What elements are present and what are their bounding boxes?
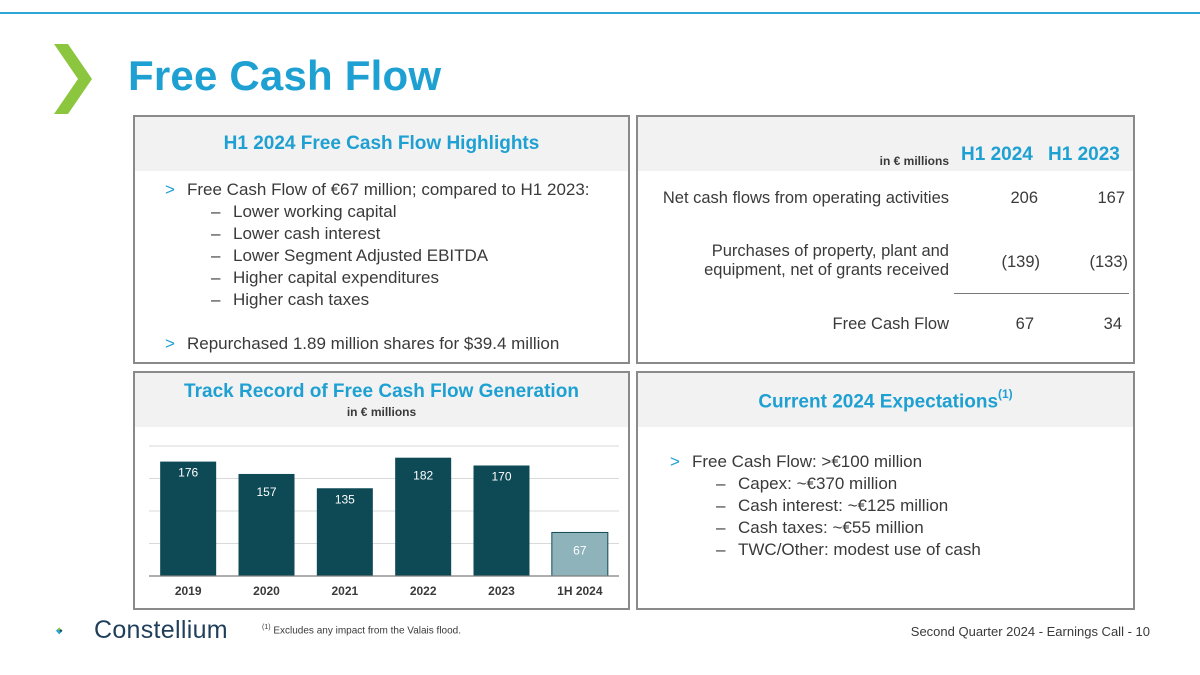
tick-label: 2022 <box>410 584 437 598</box>
highlights-title: H1 2024 Free Cash Flow Highlights <box>223 133 540 154</box>
sub-text: Higher capital expenditures <box>233 268 440 287</box>
footer-label: Second Quarter 2024 - Earnings Call - 10 <box>910 624 1150 639</box>
list-item: – Cash taxes: ~€55 million <box>716 518 924 537</box>
bullet-arrow-icon: > <box>165 180 175 199</box>
expectations-panel: Current 2024 Expectations(1) > Free Cash… <box>636 371 1135 610</box>
data-label: 67 <box>573 543 587 557</box>
footnote-text: Excludes any impact from the Valais floo… <box>270 625 462 637</box>
sub-text: Lower Segment Adjusted EBITDA <box>233 246 489 265</box>
data-label: 182 <box>413 469 433 483</box>
tick-label: 2019 <box>175 584 202 598</box>
list-item: > Free Cash Flow: >€100 million <box>670 451 981 473</box>
data-label: 157 <box>256 485 276 499</box>
highlights-panel: H1 2024 Free Cash Flow Highlights > Free… <box>133 115 630 364</box>
page-number: 10 <box>1135 624 1150 639</box>
row-label-operating: Net cash flows from operating activities <box>662 189 949 207</box>
cash-flow-table-panel: in € millions H1 2024 H1 2023 Net cash f… <box>636 115 1135 364</box>
bullet-arrow-icon: > <box>165 334 175 353</box>
tick-label: 2023 <box>488 584 515 598</box>
expectations-title: Current 2024 Expectations(1) <box>638 387 1133 413</box>
table-cell: (139) <box>1001 253 1040 271</box>
track-record-title: Track Record of Free Cash Flow Generatio… <box>184 381 579 402</box>
column-header-h1-2023: H1 2023 <box>1048 144 1120 165</box>
table-cell: 167 <box>1097 189 1125 207</box>
sub-text: Higher cash taxes <box>233 290 370 309</box>
list-item: – Higher capital expenditures <box>211 268 440 287</box>
row-label-line: equipment, net of grants received <box>704 261 949 279</box>
track-record-unit: in € millions <box>346 405 417 419</box>
bar <box>473 465 530 576</box>
list-item: – Lower Segment Adjusted EBITDA <box>211 246 489 265</box>
bullet-text: Free Cash Flow of €67 million; compared … <box>187 180 590 199</box>
table-cell: 34 <box>1103 315 1122 333</box>
row-label-capex: Purchases of property, plant and equipme… <box>704 242 949 280</box>
highlights-list: > Free Cash Flow of €67 million; compare… <box>165 179 590 355</box>
bar <box>238 473 295 576</box>
table-cell: 67 <box>1015 315 1034 333</box>
logo-wordmark: Constellium <box>94 616 228 644</box>
row-label-fcf: Free Cash Flow <box>832 315 949 333</box>
fcf-bar-chart: 176 2019 157 2020 135 2021 182 2022 170 2023 67 1H … <box>149 445 619 598</box>
sub-text: Cash taxes: ~€55 million <box>738 518 924 537</box>
track-record-panel: Track Record of Free Cash Flow Generatio… <box>133 371 630 610</box>
list-item: – Higher cash taxes <box>211 290 370 309</box>
expectations-title-text: Current 2024 Expectations <box>758 391 999 413</box>
table-cell: (133) <box>1089 253 1128 271</box>
row-label-line: Purchases of property, plant and <box>711 242 949 260</box>
data-label: 170 <box>491 470 511 484</box>
footer-event: Second Quarter 2024 - Earnings Call <box>910 624 1124 639</box>
chevron-icon <box>54 44 92 114</box>
track-record-header <box>135 373 628 427</box>
data-label: 135 <box>335 492 355 506</box>
footnote: (1) Excludes any impact from the Valais … <box>262 624 461 636</box>
bar <box>551 531 609 577</box>
list-item: – Capex: ~€370 million <box>716 474 898 493</box>
sub-text: Cash interest: ~€125 million <box>738 496 949 515</box>
tick-label: 2020 <box>253 584 280 598</box>
bar <box>395 457 452 576</box>
list-item: – Lower working capital <box>211 202 397 221</box>
list-item: – TWC/Other: modest use of cash <box>716 540 981 559</box>
top-rule <box>0 12 1200 14</box>
sub-text: Lower cash interest <box>233 224 381 243</box>
sub-text: Lower working capital <box>233 202 397 221</box>
data-label: 176 <box>178 466 198 480</box>
table-divider <box>954 293 1129 294</box>
list-item: – Lower cash interest <box>211 224 381 243</box>
highlights-header <box>135 117 628 171</box>
list-item: > Free Cash Flow of €67 million; compare… <box>165 179 590 201</box>
bar <box>316 488 373 576</box>
bar <box>160 461 217 576</box>
expectations-header <box>638 373 1133 427</box>
expectations-list: > Free Cash Flow: >€100 million – Capex: … <box>670 451 981 561</box>
table-unit-label: in € millions <box>879 154 949 168</box>
table-cell: 206 <box>1010 189 1038 207</box>
footnote-ref: (1) <box>998 387 1013 401</box>
constellium-logo <box>56 627 63 635</box>
list-item: > Repurchased 1.89 million shares for $3… <box>165 333 590 355</box>
tick-label: 1H 2024 <box>557 584 603 598</box>
bullet-arrow-icon: > <box>670 452 680 471</box>
sub-text: Capex: ~€370 million <box>738 474 898 493</box>
bullet-text: Repurchased 1.89 million shares for $39.… <box>187 334 560 353</box>
column-header-h1-2024: H1 2024 <box>961 144 1033 165</box>
bullet-text: Free Cash Flow: >€100 million <box>692 452 923 471</box>
list-item: – Cash interest: ~€125 million <box>716 496 949 515</box>
tick-label: 2021 <box>331 584 358 598</box>
table-header-band <box>638 117 1133 171</box>
footnote-marker: (1) <box>262 624 271 631</box>
sub-text: TWC/Other: modest use of cash <box>738 540 981 559</box>
page-title: Free Cash Flow <box>128 52 442 99</box>
